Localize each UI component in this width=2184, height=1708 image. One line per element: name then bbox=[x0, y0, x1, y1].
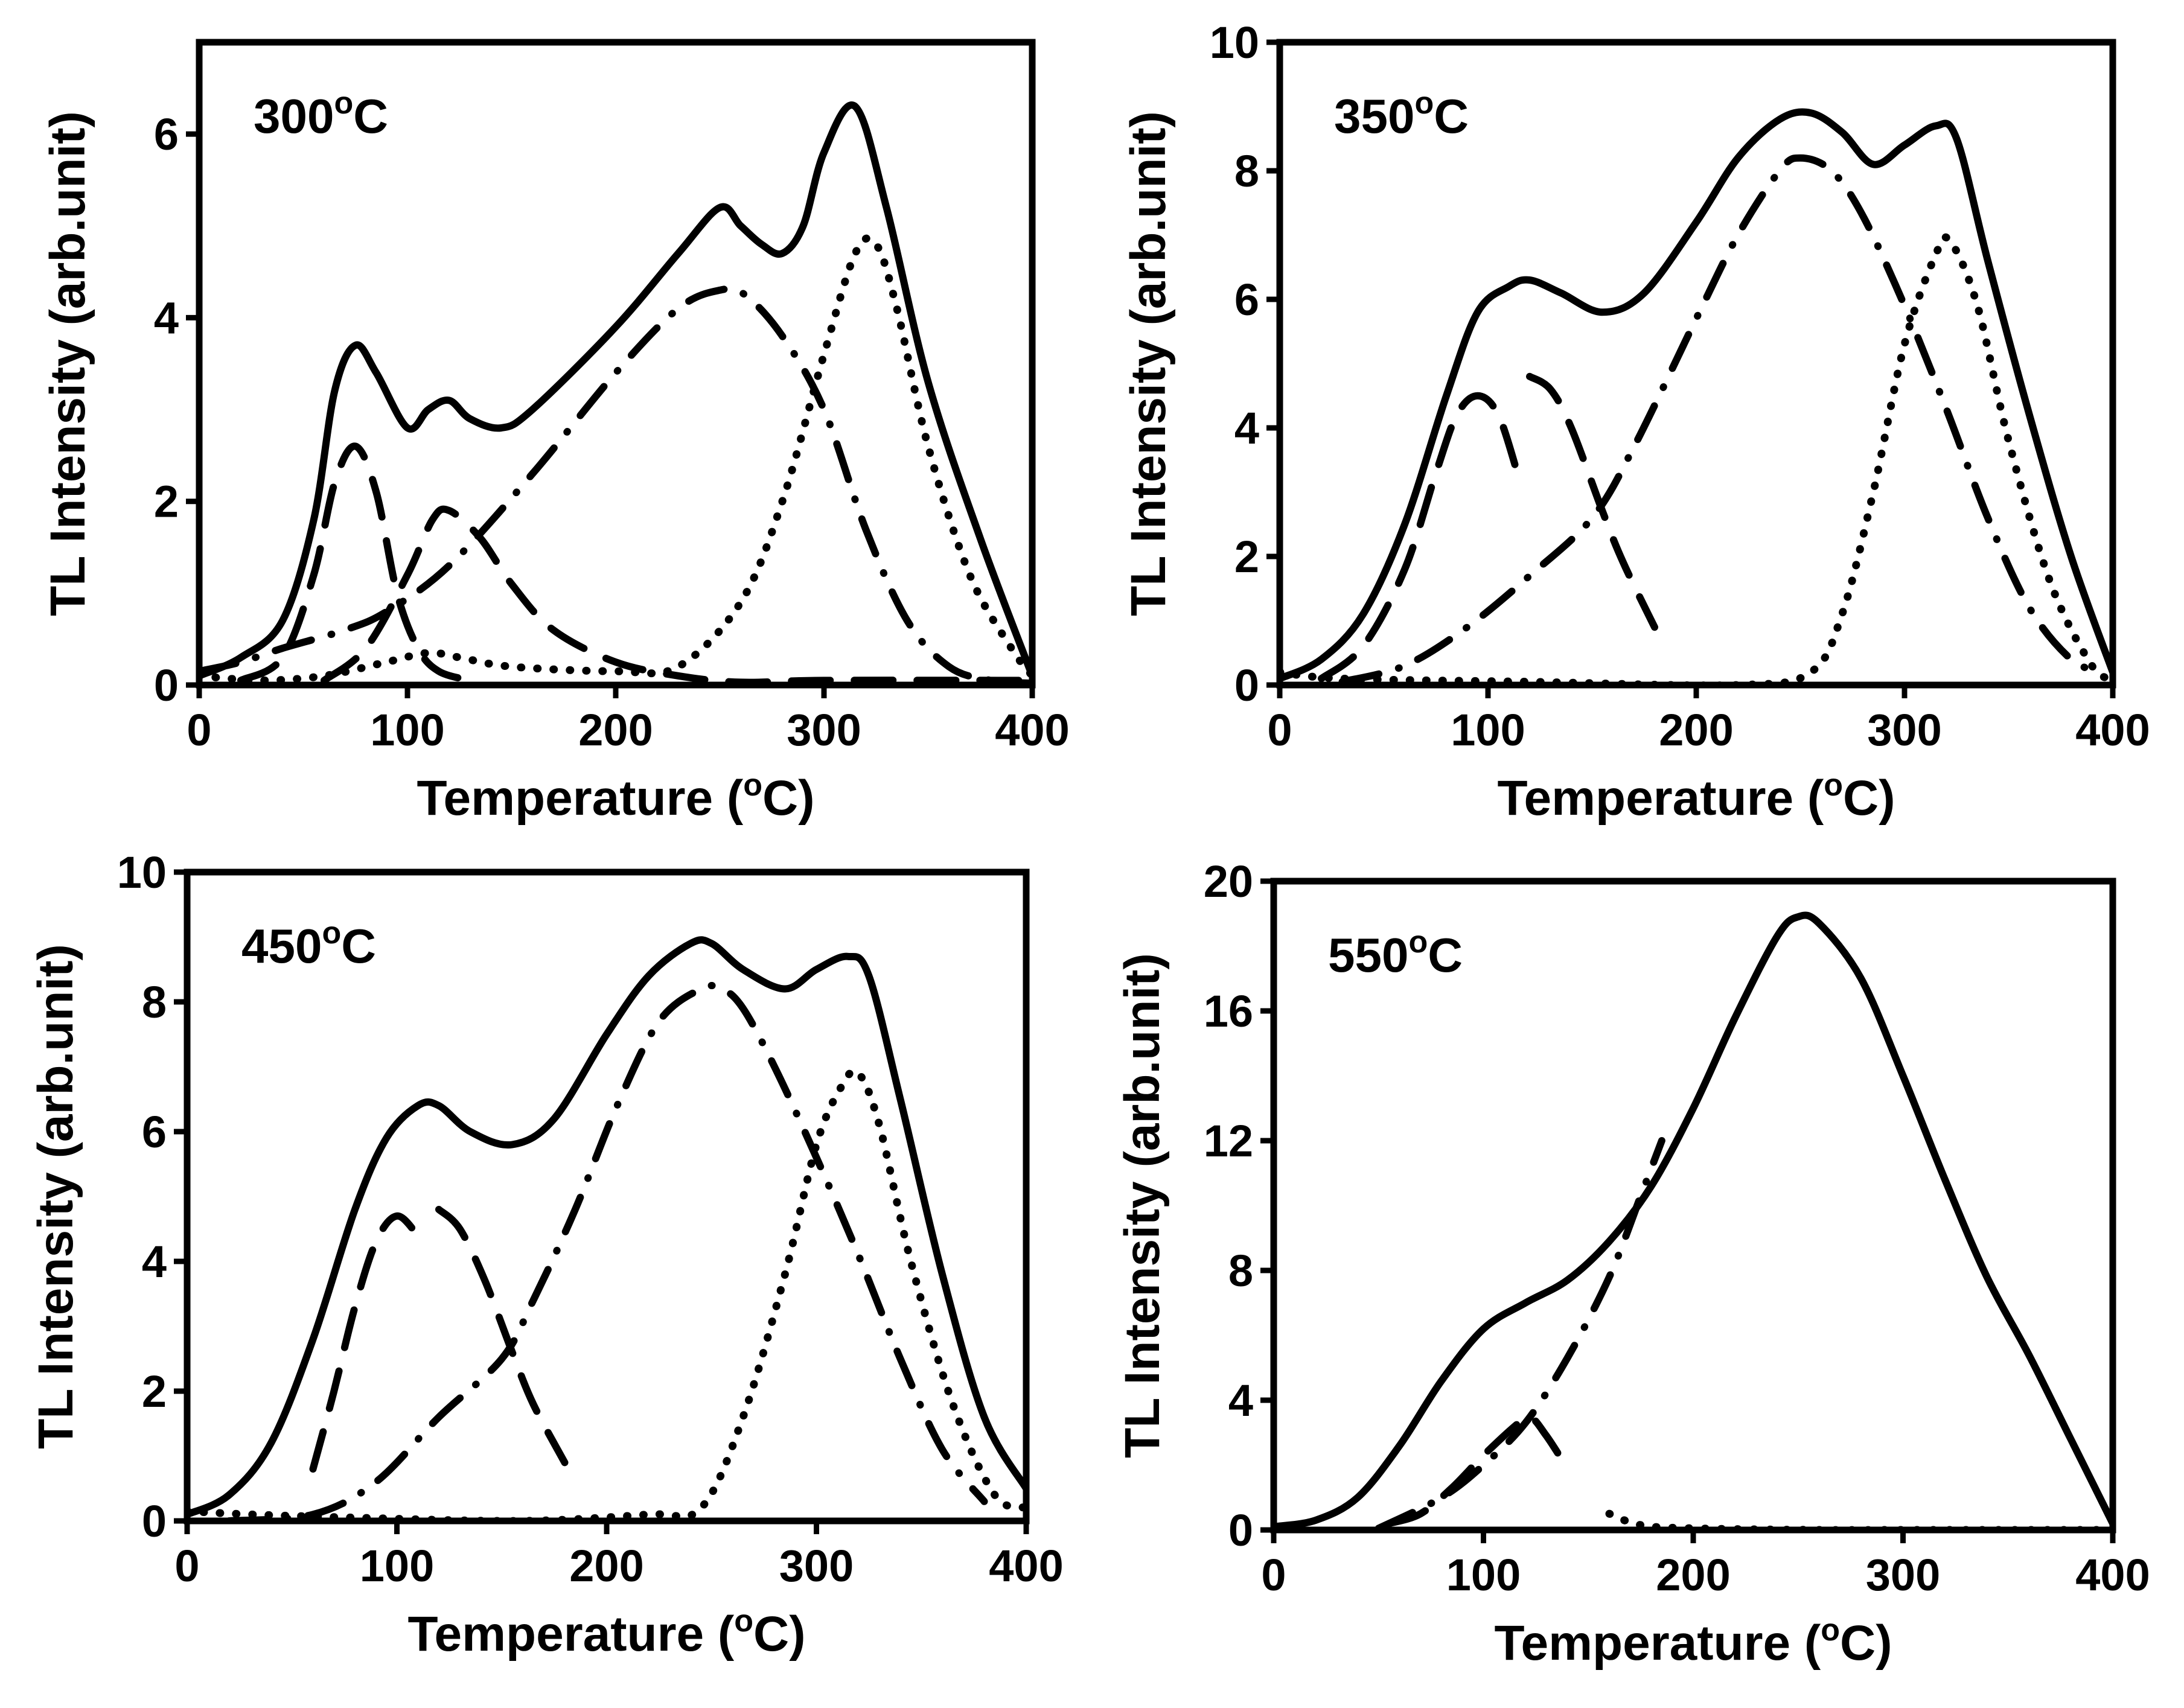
x-axis-title: Temperature (oC) bbox=[1497, 768, 1895, 826]
x-tick-label: 300 bbox=[779, 1541, 854, 1591]
y-tick-label: 0 bbox=[1234, 660, 1259, 710]
series-peak-2-line bbox=[435, 1206, 569, 1467]
series-peak-1-line bbox=[309, 1212, 422, 1473]
y-tick-label: 20 bbox=[1204, 856, 1253, 907]
x-tick-label: 300 bbox=[787, 705, 861, 755]
chart-panel-top-right: 0 100 200 300 400 0 2 4 6 8 10 Temperature (oC) TL I… bbox=[1121, 18, 2150, 826]
x-tick-label: 100 bbox=[370, 705, 444, 755]
x-tick-label: 0 bbox=[187, 705, 211, 755]
x-tick-label: 0 bbox=[1261, 1550, 1286, 1600]
y-tick-label: 2 bbox=[1234, 532, 1259, 582]
y-tick-label: 16 bbox=[1204, 986, 1253, 1036]
chart-panel-bottom-right: 0 100 200 300 400 0 4 8 12 16 20 Temperature (oC) TL… bbox=[1115, 856, 2150, 1671]
x-tick-label: 300 bbox=[1867, 705, 1941, 755]
series-total-line bbox=[1274, 911, 2113, 1530]
y-axis-title: TL Intensity (arb.unit) bbox=[28, 944, 83, 1449]
series-group bbox=[1280, 108, 2113, 685]
x-tick-label: 400 bbox=[2075, 1550, 2150, 1600]
x-tick-label: 200 bbox=[569, 1541, 643, 1591]
y-tick-label: 4 bbox=[1234, 403, 1259, 453]
y-tick-label: 4 bbox=[1228, 1375, 1253, 1426]
series-peak-2-line bbox=[321, 505, 1032, 685]
y-tick-label: 10 bbox=[1210, 18, 1259, 68]
series-peak-1-line bbox=[1385, 1412, 1571, 1528]
series-peak-1-line bbox=[1318, 392, 1523, 683]
series-peak-4-line bbox=[199, 234, 1032, 684]
x-axis-title: Temperature (oC) bbox=[1494, 1613, 1892, 1671]
chart-panel-bottom-left: 0 100 200 300 400 0 2 4 6 8 10 Temperature (oC) TL I… bbox=[28, 847, 1064, 1662]
y-tick-label: 12 bbox=[1204, 1116, 1253, 1166]
x-tick-label: 300 bbox=[1866, 1550, 1940, 1600]
y-tick-label: 0 bbox=[154, 660, 179, 710]
x-tick-label: 0 bbox=[1267, 705, 1292, 755]
x-tick-label: 200 bbox=[1656, 1550, 1730, 1600]
series-peak-1-line bbox=[237, 442, 474, 684]
x-tick-label: 200 bbox=[578, 705, 653, 755]
y-tick-label: 8 bbox=[1234, 146, 1259, 196]
y-tick-label: 6 bbox=[154, 109, 179, 159]
x-tick-label: 100 bbox=[360, 1541, 434, 1591]
y-axis-title: TL Intensity (arb.unit) bbox=[1115, 953, 1170, 1458]
y-tick-label: 4 bbox=[142, 1237, 167, 1287]
series-peak-2-line bbox=[1375, 1137, 1665, 1530]
series-peak-3-line bbox=[225, 982, 988, 1521]
y-tick-label: 2 bbox=[142, 1366, 167, 1416]
y-axis-title: TL Intensity (arb.unit) bbox=[40, 111, 95, 616]
series-group bbox=[187, 936, 1026, 1521]
y-axis-title: TL Intensity (arb.unit) bbox=[1121, 111, 1176, 616]
x-tick-label: 400 bbox=[989, 1541, 1063, 1591]
y-tick-label: 4 bbox=[154, 293, 179, 343]
y-tick-label: 0 bbox=[1228, 1505, 1253, 1555]
series-total-line bbox=[187, 936, 1026, 1518]
x-axis-title: Temperature (oC) bbox=[417, 768, 814, 826]
x-tick-label: 400 bbox=[2075, 705, 2150, 755]
y-tick-label: 2 bbox=[154, 477, 179, 527]
x-tick-label: 100 bbox=[1446, 1550, 1521, 1600]
chart-panel-top-left: 0 100 200 300 400 0 2 4 6 Temperature (oC) TL Inte… bbox=[40, 39, 1070, 826]
series-peak-2-line bbox=[1526, 372, 1658, 631]
x-axis-title: Temperature (oC) bbox=[407, 1604, 805, 1662]
series-group bbox=[1274, 911, 2113, 1530]
y-tick-label: 6 bbox=[1234, 275, 1259, 325]
x-tick-label: 400 bbox=[995, 705, 1069, 755]
series-peak-3-line bbox=[1338, 154, 2106, 685]
series-total-line bbox=[199, 101, 1032, 680]
panel-temperature-label: 300oC bbox=[254, 86, 388, 143]
x-tick-label: 100 bbox=[1451, 705, 1525, 755]
x-tick-label: 200 bbox=[1659, 705, 1733, 755]
panel-temperature-label: 550oC bbox=[1328, 925, 1463, 982]
y-tick-label: 6 bbox=[142, 1107, 167, 1157]
series-peak-3-line bbox=[199, 285, 1032, 685]
x-tick-label: 0 bbox=[174, 1541, 199, 1591]
series-group bbox=[199, 101, 1032, 685]
series-peak-4-line bbox=[1280, 233, 2113, 685]
series-peak-4-line bbox=[187, 1067, 1026, 1521]
series-total-line bbox=[1280, 108, 2113, 683]
y-tick-label: 10 bbox=[117, 847, 167, 897]
panel-temperature-label: 350oC bbox=[1334, 86, 1469, 143]
y-tick-label: 0 bbox=[142, 1496, 167, 1546]
y-tick-label: 8 bbox=[142, 977, 167, 1027]
y-tick-label: 8 bbox=[1228, 1246, 1253, 1296]
panel-temperature-label: 450oC bbox=[241, 916, 376, 973]
